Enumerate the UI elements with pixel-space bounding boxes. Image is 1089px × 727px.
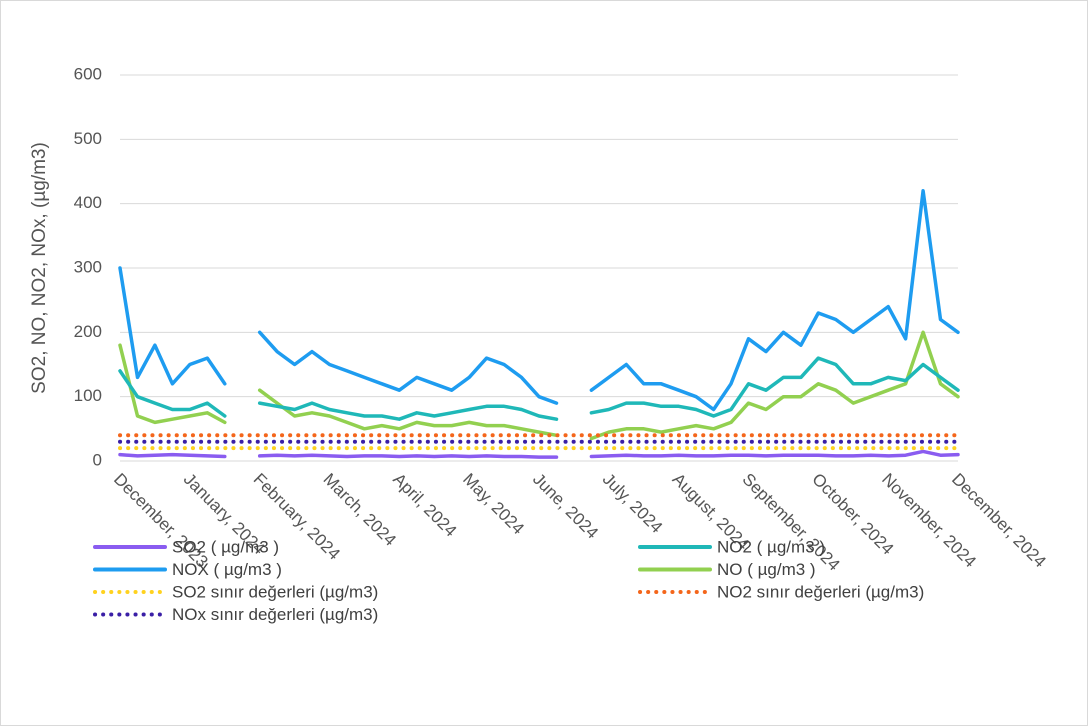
y-tick-label: 100 [74, 386, 102, 405]
y-tick-label: 600 [74, 64, 102, 83]
legend-label: SO2 sınır değerleri (µg/m3) [172, 582, 378, 601]
series-line [118, 189, 960, 412]
y-axis-label: SO2, NO, NO2, NOx, (µg/m3) [29, 142, 50, 394]
legend-label: NO ( µg/m3 ) [717, 560, 816, 579]
legend-label: NO2 sınır değerleri (µg/m3) [717, 582, 924, 601]
series-line [118, 449, 960, 459]
y-tick-label: 500 [74, 129, 102, 148]
series-line [118, 330, 960, 441]
legend-label: NOX ( µg/m3 ) [172, 560, 282, 579]
y-tick-label: 0 [93, 450, 102, 469]
series-line [118, 356, 960, 421]
y-tick-label: 300 [74, 257, 102, 276]
y-tick-label: 400 [74, 193, 102, 212]
legend-label: NOx sınır değerleri (µg/m3) [172, 605, 378, 624]
legend-label: SO2 ( µg/m3 ) [172, 537, 279, 556]
legend-label: NO2 ( µg/m3 ) [717, 537, 825, 556]
y-tick-label: 200 [74, 322, 102, 341]
